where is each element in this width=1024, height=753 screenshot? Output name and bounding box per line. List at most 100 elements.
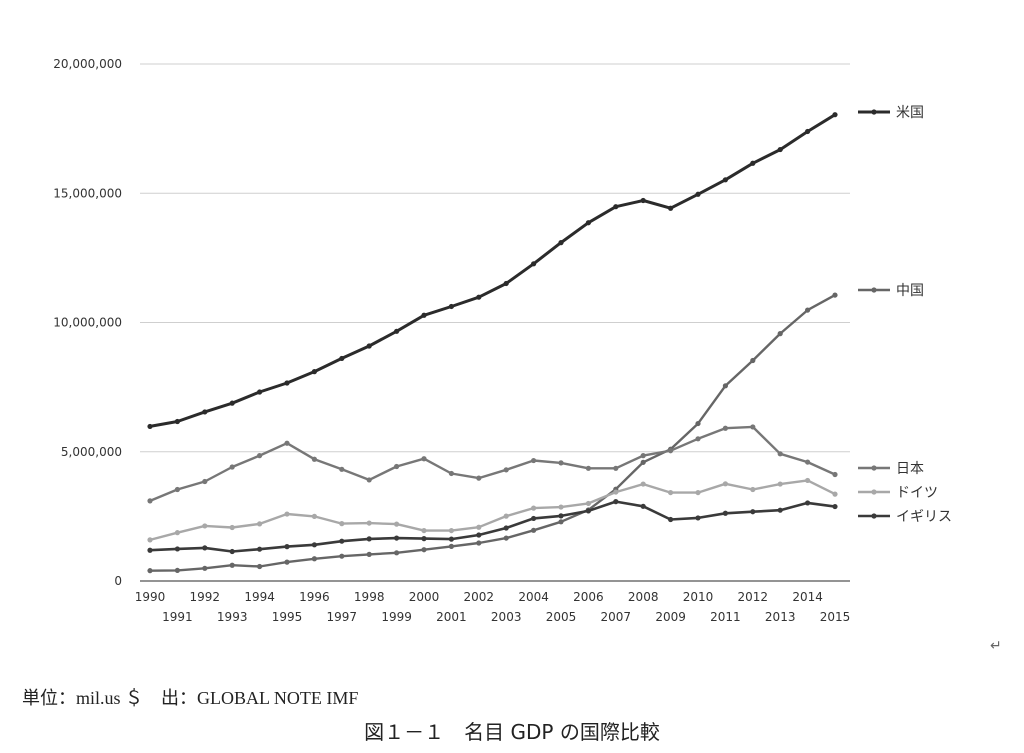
x-tick-label: 2003 <box>491 610 522 624</box>
data-point <box>531 527 537 533</box>
data-point <box>476 524 482 530</box>
data-point <box>174 530 180 536</box>
x-tick-label: 1999 <box>381 610 412 624</box>
data-point <box>229 548 235 555</box>
data-point <box>174 567 180 574</box>
figure-caption: 図１－１ 名目 GDP の国際比較 <box>364 720 660 744</box>
data-point <box>421 536 427 542</box>
data-point <box>257 389 263 395</box>
x-tick-label: 2004 <box>518 590 549 604</box>
data-point <box>777 451 783 457</box>
x-tick-label: 2001 <box>436 610 467 624</box>
data-point <box>257 546 263 552</box>
data-point <box>503 525 509 531</box>
data-point <box>777 146 783 153</box>
data-point <box>421 312 427 318</box>
legend-marker <box>871 513 877 519</box>
data-point <box>476 294 482 300</box>
data-point <box>147 568 153 574</box>
data-point <box>531 457 537 464</box>
data-point <box>531 515 537 522</box>
data-point <box>805 128 811 135</box>
x-axis-ticks: 1990 1991 1992 1993 1994 1995 1996 1997 1998 1999… <box>135 590 851 624</box>
data-point <box>476 540 482 546</box>
data-point <box>284 559 290 565</box>
y-tick-label: 20,000,000 <box>53 57 122 71</box>
data-point <box>311 369 317 375</box>
series-line <box>149 425 836 503</box>
data-point <box>668 448 674 454</box>
x-tick-label: 1994 <box>244 590 275 604</box>
data-point <box>531 261 537 267</box>
data-point <box>257 453 263 459</box>
data-point <box>366 551 372 557</box>
x-tick-label: 1991 <box>162 610 193 624</box>
data-point <box>805 477 811 484</box>
series-4 <box>147 499 838 555</box>
data-point <box>366 343 372 349</box>
data-point <box>750 424 756 430</box>
data-point <box>394 328 400 334</box>
data-point <box>777 481 783 487</box>
x-tick-label: 2011 <box>710 610 741 624</box>
y-tick-label: 15,000,000 <box>53 186 122 200</box>
series-line <box>149 500 836 553</box>
data-point <box>668 489 674 496</box>
data-point <box>640 481 646 487</box>
x-tick-label: 2008 <box>628 590 659 604</box>
return-mark: ↵ <box>990 638 1002 654</box>
data-point <box>695 515 701 521</box>
data-point <box>202 409 208 415</box>
data-point <box>448 470 454 477</box>
data-point <box>284 380 290 386</box>
data-point <box>558 460 564 466</box>
data-point <box>695 191 701 197</box>
data-point <box>174 418 180 425</box>
data-point <box>202 478 208 485</box>
x-tick-label: 2013 <box>765 610 796 624</box>
data-point <box>832 112 838 118</box>
data-point <box>339 466 345 472</box>
data-point <box>722 510 729 516</box>
data-point <box>202 545 208 551</box>
data-point <box>695 436 701 442</box>
data-point <box>668 516 674 523</box>
data-point <box>284 511 290 517</box>
legend-item: イギリス <box>858 509 952 525</box>
data-point <box>366 520 372 526</box>
legend-marker <box>871 465 877 471</box>
data-point <box>640 453 646 459</box>
data-point <box>722 425 729 431</box>
gdp-line-chart: 0 5,000,000 10,000,000 15,000,000 20,000,000… <box>53 57 952 624</box>
data-point <box>585 220 592 226</box>
data-point <box>147 423 153 430</box>
data-point <box>421 547 427 553</box>
legend-label: 米国 <box>896 105 924 121</box>
data-point <box>174 486 180 493</box>
data-point <box>229 524 235 531</box>
data-point <box>147 547 153 553</box>
data-point <box>613 499 619 505</box>
data-point <box>805 307 811 313</box>
data-point <box>421 527 427 534</box>
data-point <box>339 521 345 527</box>
data-point <box>558 504 564 510</box>
x-tick-label: 1993 <box>217 610 248 624</box>
data-point <box>750 357 756 364</box>
legend-label: 中国 <box>896 283 924 299</box>
data-point <box>503 535 509 541</box>
legend-label: ドイツ <box>896 485 938 501</box>
x-tick-label: 1992 <box>190 590 221 604</box>
data-point <box>585 508 592 514</box>
data-point <box>805 459 811 465</box>
data-point <box>394 535 400 541</box>
data-point <box>750 486 756 493</box>
x-tick-label: 2010 <box>683 590 714 604</box>
data-point <box>695 489 701 496</box>
data-point <box>311 542 317 548</box>
x-tick-label: 2009 <box>655 610 686 624</box>
data-point <box>284 440 290 446</box>
data-point <box>832 471 838 478</box>
data-point <box>503 280 509 287</box>
data-point <box>558 519 564 525</box>
